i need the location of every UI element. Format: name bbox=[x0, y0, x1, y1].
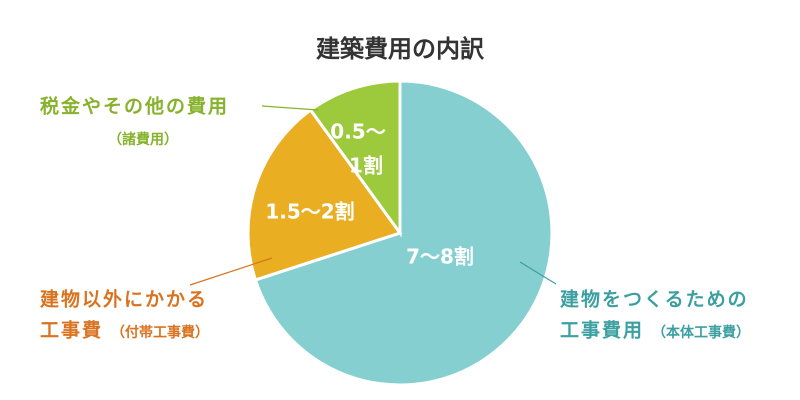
category-note: （付帯工事費） bbox=[111, 324, 209, 341]
category-label: 工事費用 bbox=[560, 319, 644, 342]
category-label: 建物をつくるための bbox=[560, 288, 749, 311]
category-note: （諸費用） bbox=[108, 131, 178, 148]
category-label: 税金やその他の費用 bbox=[40, 95, 229, 118]
leader-line bbox=[189, 257, 273, 286]
leader-line bbox=[261, 105, 319, 111]
category-label: 工事費 bbox=[40, 319, 103, 342]
value-label: 0.5〜 bbox=[330, 120, 385, 144]
value-label: 1割 bbox=[349, 154, 383, 178]
chart-title: 建築費用の内訳 bbox=[316, 35, 485, 63]
category-label: 建物以外にかかる bbox=[40, 288, 208, 311]
pie-slice bbox=[246, 107, 403, 282]
value-label: 7〜8割 bbox=[406, 245, 474, 269]
value-label: 1.5〜2割 bbox=[265, 200, 354, 224]
leader-line bbox=[519, 261, 557, 285]
category-note: （本体工事費） bbox=[652, 324, 750, 341]
pie-slice bbox=[253, 79, 554, 387]
pie-slice bbox=[308, 79, 402, 238]
